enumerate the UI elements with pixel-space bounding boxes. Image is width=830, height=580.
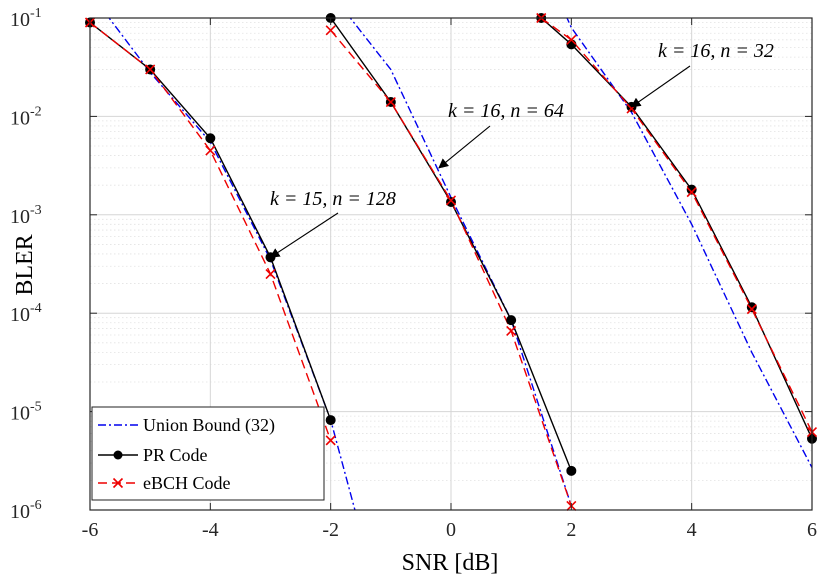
ebch-code-point — [145, 64, 156, 75]
x-axis-label: SNR [dB] — [402, 550, 499, 576]
ebch-code-point — [746, 304, 757, 315]
ebch-code-point — [566, 34, 577, 45]
pr-code-point — [566, 465, 577, 476]
annotation-label: k = 16, n = 64 — [448, 100, 564, 122]
annotations: k = 16, n = 32 k = 16, n = 64 k = 15, n = … — [269, 40, 774, 258]
annotation-arrow — [269, 212, 339, 258]
x-tick-label: 4 — [687, 519, 697, 541]
ebch-code-point — [205, 145, 216, 156]
series-line-ebch-code — [330, 29, 572, 507]
x-tick-label: -2 — [322, 519, 339, 541]
pr-code-point — [205, 133, 216, 144]
legend-label-ebch-code: eBCH Code — [143, 473, 231, 493]
ebch-code-point — [325, 25, 336, 36]
ebch-code-point — [686, 187, 697, 198]
annotation-arrow — [438, 125, 491, 169]
ebch-code-point — [325, 435, 336, 446]
x-tick-label: 6 — [807, 519, 817, 541]
legend-label-pr-code: PR Code — [143, 445, 208, 465]
legend-box — [91, 406, 325, 501]
series-line-ebch-code — [90, 21, 332, 441]
series-line-ebch-code — [540, 18, 812, 433]
legend-label-union-bound: Union Bound (32) — [143, 415, 275, 436]
pr-code-point — [325, 415, 336, 426]
ebch-code-point — [385, 96, 396, 108]
ebch-code-point — [445, 195, 457, 206]
annotation-label: k = 15, n = 128 — [270, 188, 396, 210]
legend-marker-pr-code — [113, 450, 123, 460]
axes: -6 -4 -2 0 2 4 610-110-210-310-410-510-6 — [10, 6, 817, 541]
series — [84, 12, 818, 511]
ebch-code-point — [506, 325, 517, 337]
legend-marker-ebch-code — [112, 477, 124, 489]
legend: Union Bound (32) PR Code eBCH Code — [91, 406, 325, 501]
pr-code-point — [446, 196, 456, 207]
pr-code-point — [746, 302, 757, 313]
series-line-union-bound-32- — [566, 18, 812, 468]
y-axis-label: BLER — [12, 234, 38, 295]
pr-code-point — [506, 315, 517, 326]
series-line-union-bound-32- — [108, 18, 356, 510]
pr-code-point — [686, 184, 697, 195]
x-tick-label: -4 — [202, 519, 219, 541]
x-tick-label: 2 — [566, 519, 576, 541]
annotation-arrow — [630, 65, 691, 108]
x-tick-label: -6 — [82, 519, 99, 541]
ebch-code-point — [265, 268, 276, 280]
pr-code-point — [566, 39, 577, 50]
annotation-label: k = 16, n = 32 — [658, 40, 774, 62]
x-tick-label: 0 — [446, 519, 456, 541]
